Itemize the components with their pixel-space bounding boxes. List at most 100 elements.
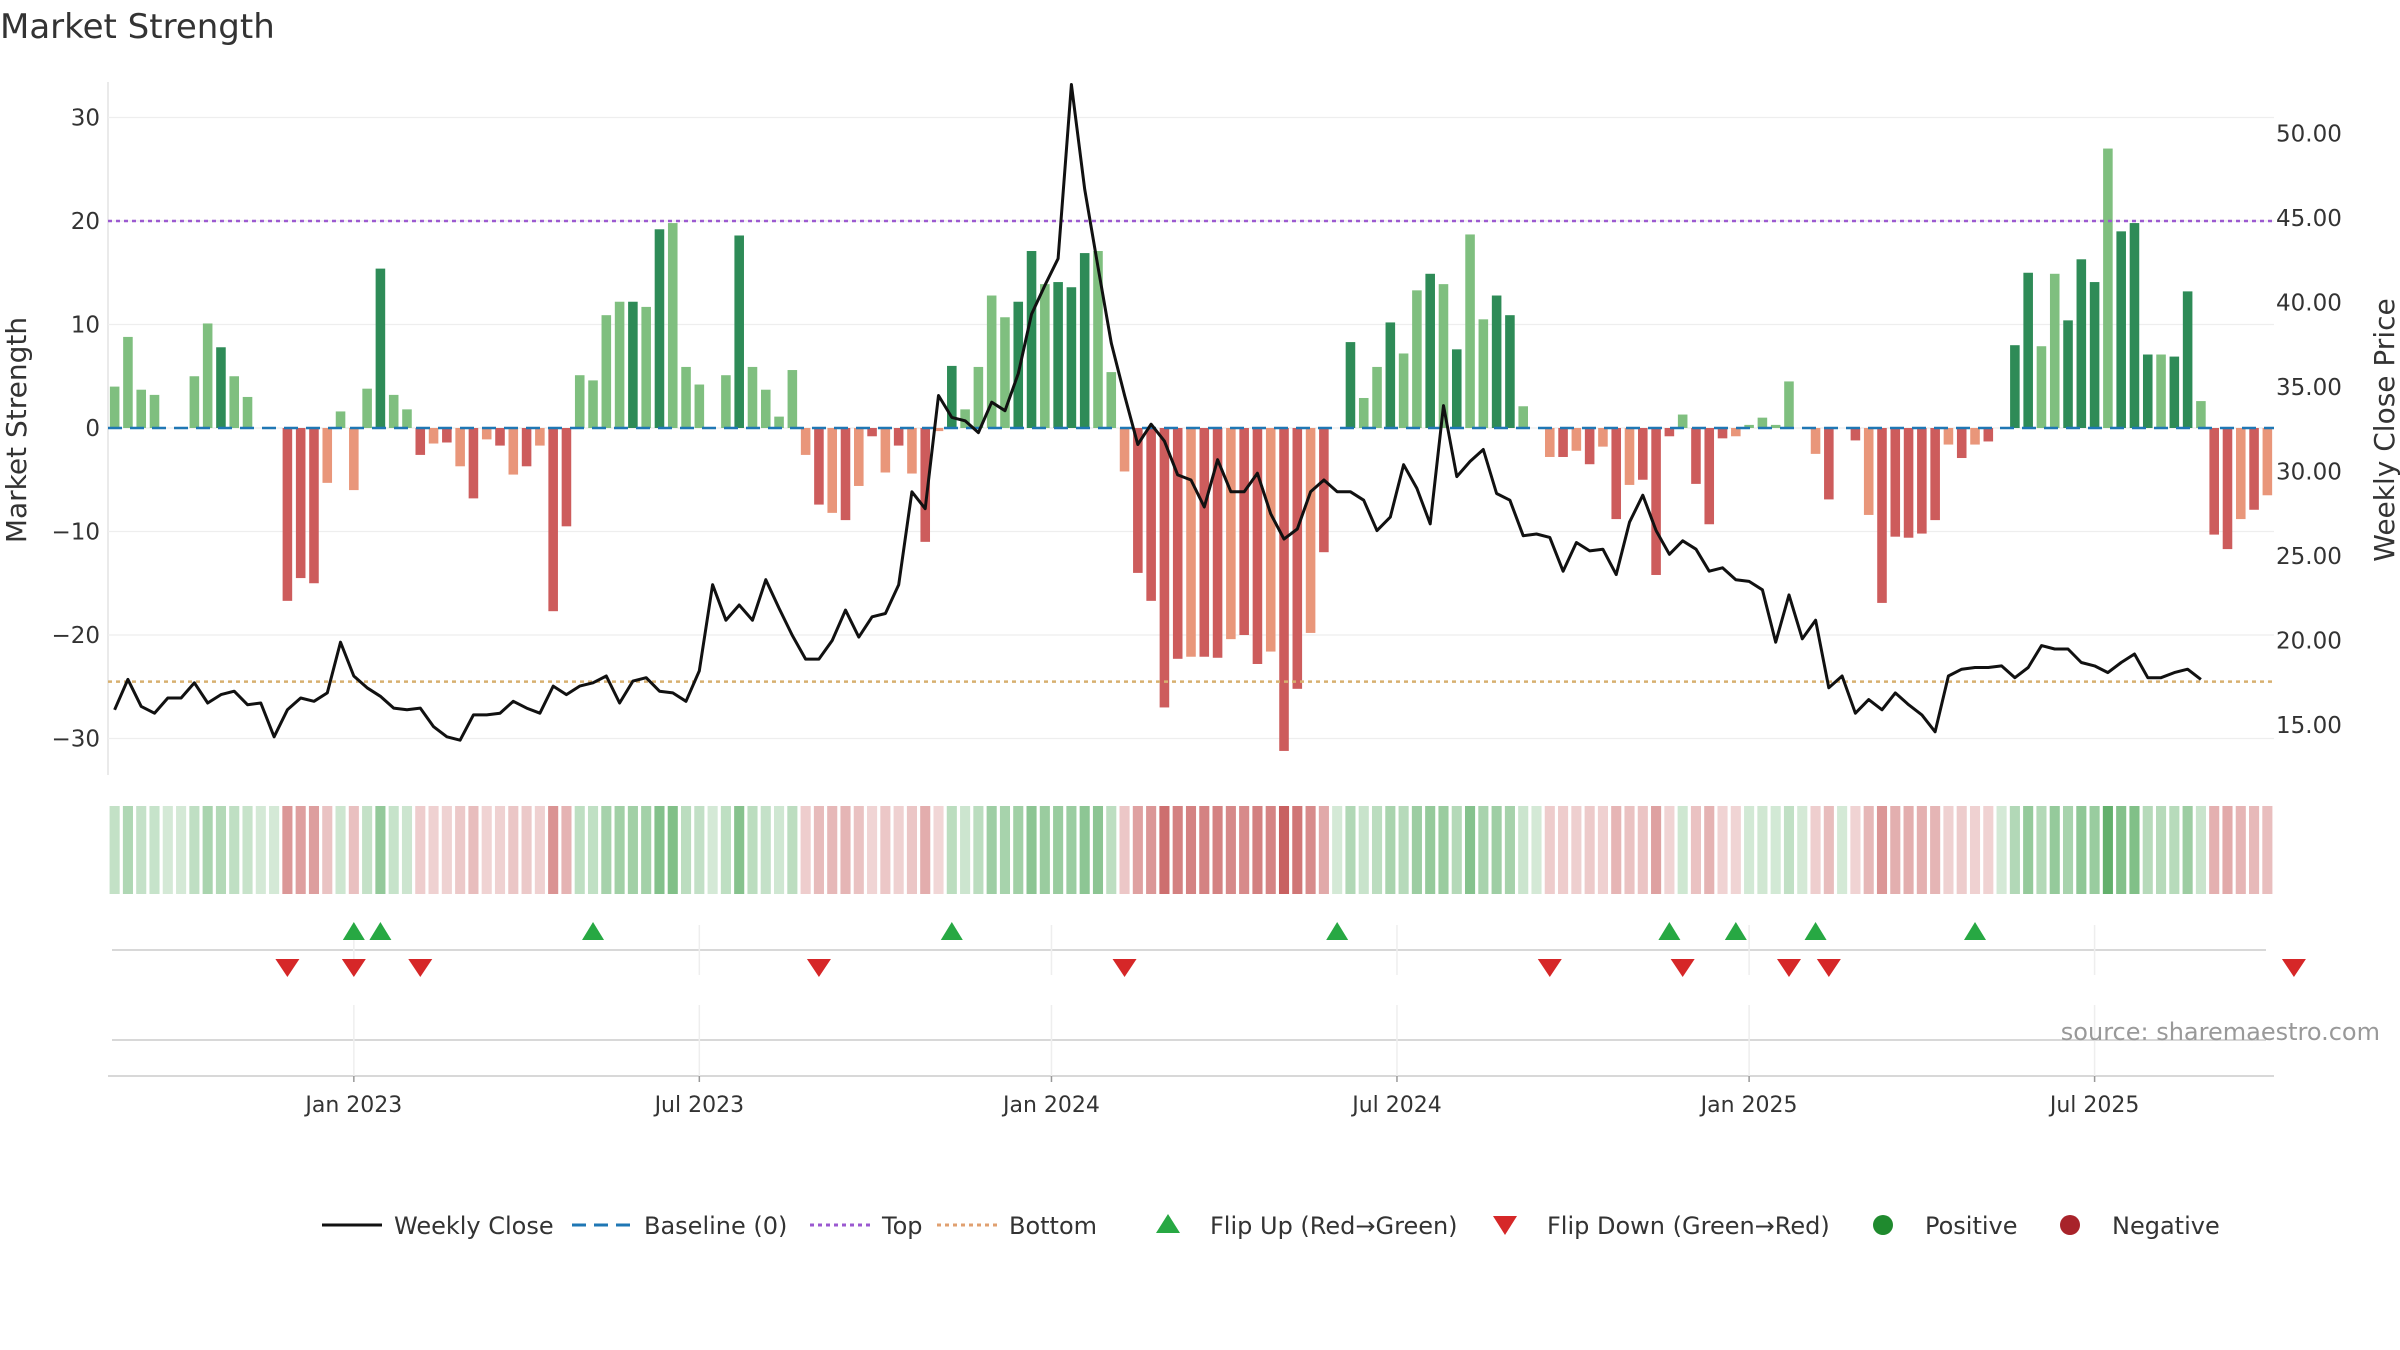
heat-cell [747, 806, 758, 894]
heat-cell [561, 806, 572, 894]
strength-bar [2222, 428, 2233, 550]
left-y-axis: 30 20 10 0 −10 −20 −30 [51, 106, 100, 753]
strength-bar [1026, 251, 1037, 428]
strength-bar [694, 384, 705, 428]
heat-cell [667, 806, 678, 894]
flip-down-marker [1112, 959, 1137, 977]
heat-cell [2169, 806, 2180, 894]
heat-cell [2036, 806, 2047, 894]
strength-bar [840, 428, 851, 521]
strength-bar [322, 428, 333, 483]
heat-cell [880, 806, 891, 894]
strength-bar [2262, 428, 2273, 496]
heat-cell [455, 806, 466, 894]
flip-up-marker [1964, 922, 1987, 940]
strength-bar [787, 370, 798, 428]
strength-bar [468, 428, 479, 499]
legend-label: Baseline (0) [644, 1212, 787, 1240]
heat-cell [1518, 806, 1529, 894]
strength-bar [1172, 428, 1183, 659]
strength-bar [1890, 428, 1901, 537]
heat-cell [2195, 806, 2206, 894]
left-tick-label: −20 [51, 623, 100, 649]
right-tick-label: 25.00 [2276, 544, 2342, 570]
flip-up-marker [342, 922, 365, 940]
heat-cell [1053, 806, 1064, 894]
strength-bar [1970, 428, 1980, 445]
strength-bar [1372, 366, 1382, 428]
strength-bar [2049, 273, 2060, 428]
legend-label: Top [881, 1212, 923, 1240]
strength-bar [149, 394, 160, 428]
heat-cell [1066, 806, 1077, 894]
strength-bar [1199, 428, 1210, 657]
strength-bar [1784, 381, 1794, 428]
heat-cell [853, 806, 864, 894]
strength-bar [1558, 428, 1568, 457]
heat-cell [1106, 806, 1117, 894]
heat-cell [269, 806, 280, 894]
heat-cell [813, 806, 824, 894]
heat-cell [1531, 806, 1542, 894]
legend-label: Negative [2112, 1212, 2220, 1240]
heat-cell [468, 806, 479, 894]
strength-bar [1040, 284, 1050, 428]
heat-cell [1651, 806, 1662, 894]
flip-down-marker [1816, 959, 1841, 977]
strength-bar [1451, 349, 1462, 428]
heat-cell [122, 806, 133, 894]
source-credit: source: sharemaestro.com [2061, 1018, 2380, 1046]
heat-cell [2076, 806, 2087, 894]
x-tick-label: Jul 2025 [2048, 1093, 2140, 1118]
strength-bar [242, 396, 253, 428]
heat-cell [1863, 806, 1874, 894]
strength-bar [734, 235, 744, 428]
flip-up-marker [940, 922, 963, 940]
heat-cell [1837, 806, 1848, 894]
heat-cell [1265, 806, 1276, 894]
strength-bar [1638, 428, 1648, 480]
strength-bar [1903, 428, 1914, 538]
legend-item: Negative [2060, 1212, 2220, 1240]
strength-bar [1292, 428, 1303, 689]
legend-label: Positive [1925, 1212, 2018, 1240]
legend-swatch-circle [1873, 1215, 1893, 1235]
strength-bar [920, 428, 931, 542]
x-tick-label: Jan 2025 [1699, 1093, 1798, 1118]
heat-cell [973, 806, 984, 894]
strength-bar [681, 366, 691, 428]
strength-bar [1571, 428, 1582, 451]
strength-bar [2129, 223, 2140, 428]
heat-cell [1664, 806, 1675, 894]
heat-cell [255, 806, 266, 894]
strength-bar [548, 428, 558, 612]
strength-bar [2010, 345, 2020, 428]
strength-bar [295, 428, 306, 579]
legend-item: Top [810, 1212, 923, 1240]
heat-cell [1717, 806, 1728, 894]
strength-bar [986, 295, 997, 428]
heat-cell [1225, 806, 1236, 894]
left-tick-label: −10 [51, 520, 100, 546]
strength-bar [1106, 372, 1117, 428]
legend-item: Bottom [937, 1212, 1097, 1240]
x-tick-label: Jan 2023 [303, 1093, 402, 1118]
heat-cell [2142, 806, 2153, 894]
heat-cell [960, 806, 971, 894]
heat-cell [242, 806, 253, 894]
strength-bar [1810, 428, 1821, 454]
strength-bar [760, 389, 771, 428]
heat-cell [627, 806, 638, 894]
heat-cell [401, 806, 413, 894]
strength-bar [1624, 428, 1635, 485]
flip-up-marker [582, 922, 605, 940]
heat-cell [2235, 806, 2246, 894]
heat-cell [1810, 806, 1821, 894]
flip-down-marker [1670, 959, 1695, 977]
strength-bar [1239, 428, 1249, 635]
strength-bar [1717, 428, 1728, 439]
heat-cell [1823, 806, 1834, 894]
x-tick-label: Jul 2023 [653, 1093, 745, 1118]
heat-cell [1571, 806, 1582, 894]
heat-cell [906, 806, 917, 894]
